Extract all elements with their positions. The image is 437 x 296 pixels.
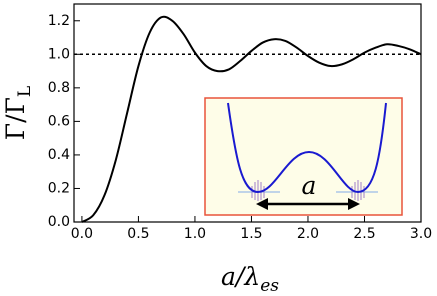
y-axis-label: Γ/ΓL	[1, 86, 35, 140]
inset-label: a	[302, 171, 317, 200]
y-label-sub: L	[15, 86, 35, 97]
x-tick-label: 2.5	[353, 226, 375, 242]
y-tick-label: 0.4	[48, 147, 70, 163]
y-tick-label: 1.0	[48, 46, 70, 62]
y-tick-label: 0.8	[48, 80, 70, 96]
x-tick-label: 3.0	[410, 226, 432, 242]
x-label-main: a/λ	[221, 262, 260, 291]
x-tick-label: 1.5	[240, 226, 262, 242]
y-tick-label: 1.2	[48, 13, 70, 29]
y-tick-label: 0.6	[48, 113, 70, 129]
y-tick-label: 0.0	[48, 214, 70, 230]
x-tick-label: 1.0	[184, 226, 206, 242]
x-label-sub: es	[260, 276, 279, 296]
inset: a	[204, 97, 403, 216]
x-tick-label: 2.0	[297, 226, 319, 242]
double-well	[227, 102, 387, 194]
data-line	[81, 15, 422, 223]
x-axis-label: a/λes	[221, 262, 279, 296]
y-label-main: Γ/Γ	[1, 97, 30, 140]
x-tick-label: 0.0	[71, 226, 93, 242]
plot-frame	[73, 3, 422, 223]
arrow-heads	[256, 198, 360, 210]
x-tick-label: 0.5	[127, 226, 149, 242]
y-tick-label: 0.2	[48, 180, 70, 196]
